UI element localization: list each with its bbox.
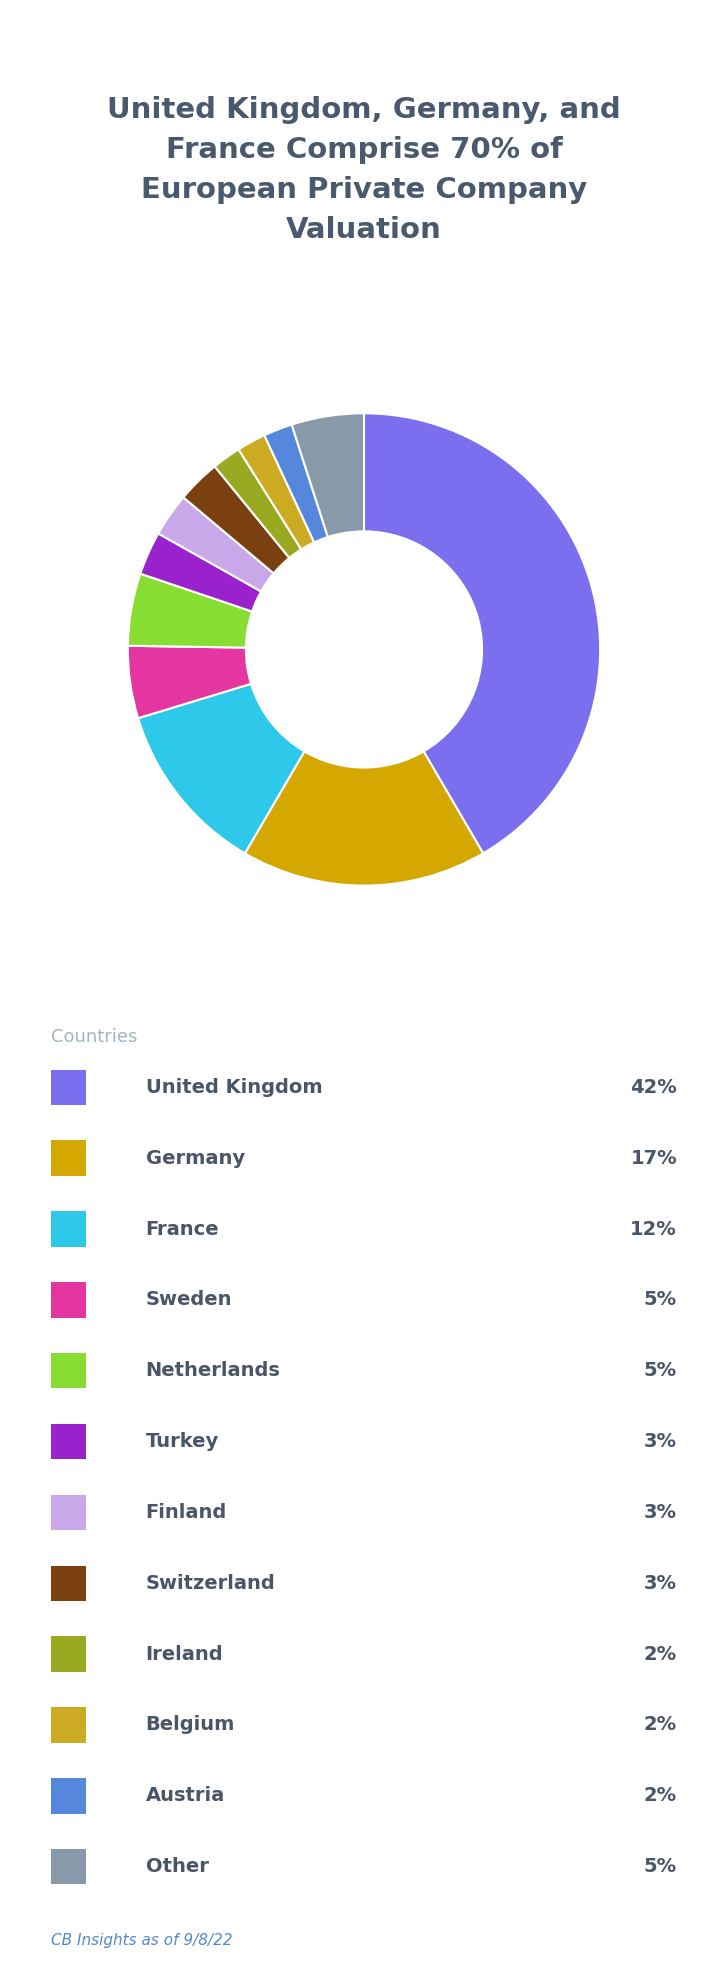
Text: United Kingdom: United Kingdom (146, 1078, 323, 1096)
FancyBboxPatch shape (51, 1139, 86, 1175)
Text: 3%: 3% (644, 1433, 677, 1450)
FancyBboxPatch shape (51, 1423, 86, 1460)
Text: Finland: Finland (146, 1504, 227, 1521)
Wedge shape (245, 752, 483, 886)
Wedge shape (141, 533, 261, 612)
FancyBboxPatch shape (51, 1496, 86, 1531)
Text: Sweden: Sweden (146, 1291, 232, 1309)
Text: Other: Other (146, 1858, 208, 1876)
Text: 3%: 3% (644, 1574, 677, 1592)
Wedge shape (128, 575, 252, 647)
Text: CB Insights as of 9/8/22: CB Insights as of 9/8/22 (51, 1933, 232, 1948)
FancyBboxPatch shape (51, 1354, 86, 1389)
FancyBboxPatch shape (51, 1210, 86, 1248)
Text: 2%: 2% (644, 1716, 677, 1734)
FancyBboxPatch shape (51, 1567, 86, 1602)
Text: Germany: Germany (146, 1149, 245, 1167)
Text: 17%: 17% (630, 1149, 677, 1167)
Text: 2%: 2% (644, 1645, 677, 1663)
Text: 42%: 42% (630, 1078, 677, 1096)
Text: 5%: 5% (644, 1362, 677, 1380)
Text: 12%: 12% (630, 1220, 677, 1238)
FancyBboxPatch shape (51, 1706, 86, 1744)
Text: 5%: 5% (644, 1858, 677, 1876)
FancyBboxPatch shape (51, 1850, 86, 1883)
Wedge shape (138, 683, 304, 854)
Text: 2%: 2% (644, 1787, 677, 1805)
FancyBboxPatch shape (51, 1069, 86, 1106)
Text: United Kingdom, Germany, and
France Comprise 70% of
European Private Company
Val: United Kingdom, Germany, and France Comp… (107, 96, 621, 244)
Wedge shape (128, 646, 251, 718)
Text: Austria: Austria (146, 1787, 225, 1805)
Wedge shape (292, 413, 364, 537)
Text: Turkey: Turkey (146, 1433, 219, 1450)
Wedge shape (158, 498, 274, 592)
Text: 3%: 3% (644, 1504, 677, 1521)
Wedge shape (364, 413, 600, 854)
Text: Countries: Countries (51, 1027, 138, 1047)
Text: France: France (146, 1220, 219, 1238)
Wedge shape (264, 425, 328, 543)
Text: Netherlands: Netherlands (146, 1362, 280, 1380)
Wedge shape (215, 449, 301, 559)
FancyBboxPatch shape (51, 1779, 86, 1814)
FancyBboxPatch shape (51, 1283, 86, 1319)
Wedge shape (239, 435, 314, 549)
FancyBboxPatch shape (51, 1637, 86, 1671)
Text: Belgium: Belgium (146, 1716, 235, 1734)
Text: Switzerland: Switzerland (146, 1574, 275, 1592)
Wedge shape (183, 466, 289, 573)
Text: Ireland: Ireland (146, 1645, 223, 1663)
Text: 5%: 5% (644, 1291, 677, 1309)
